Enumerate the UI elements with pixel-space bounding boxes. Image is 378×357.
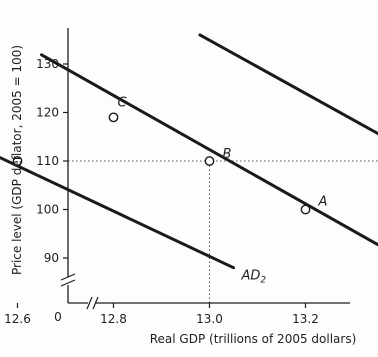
curve-label-ad2: AD2 bbox=[241, 269, 267, 286]
y-tick-label: 120 bbox=[36, 106, 59, 120]
x-tick-label: 13.0 bbox=[196, 312, 223, 326]
point-label-b: B bbox=[223, 147, 232, 162]
curve-ad0 bbox=[40, 53, 378, 247]
y-axis-break bbox=[60, 273, 76, 287]
point-marker-c bbox=[108, 112, 119, 123]
x-tick-label: 13.2 bbox=[292, 312, 319, 326]
point-marker-b bbox=[204, 156, 215, 166]
x-tick-label: 12.6 bbox=[4, 312, 31, 326]
y-axis-title: Price level (GDP deflator, 2005 = 100) bbox=[10, 45, 24, 275]
equilibrium-points: A B C bbox=[12, 95, 328, 215]
x-tick-label: 12.8 bbox=[100, 312, 127, 326]
y-tick-label: 90 bbox=[44, 251, 59, 265]
x-axis-break bbox=[86, 296, 99, 310]
axis-ticks: 12.612.813.013.213.413.690100110120130 bbox=[4, 57, 319, 326]
chart-labels: 0 Real GDP (trillions of 2005 dollars) P… bbox=[10, 45, 356, 346]
y-tick-label: 110 bbox=[36, 154, 59, 168]
point-marker-3 bbox=[12, 156, 23, 166]
point-label-a: A bbox=[318, 195, 328, 210]
demand-curves: AD1AD0AD2 bbox=[0, 33, 378, 286]
point-marker-a bbox=[300, 204, 311, 215]
curve-ad1 bbox=[198, 33, 378, 136]
curve-ad2 bbox=[0, 155, 235, 270]
point-label-c: C bbox=[118, 95, 128, 110]
x-axis-title: Real GDP (trillions of 2005 dollars) bbox=[150, 332, 357, 346]
origin-label: 0 bbox=[54, 310, 62, 324]
y-tick-label: 100 bbox=[36, 203, 59, 217]
